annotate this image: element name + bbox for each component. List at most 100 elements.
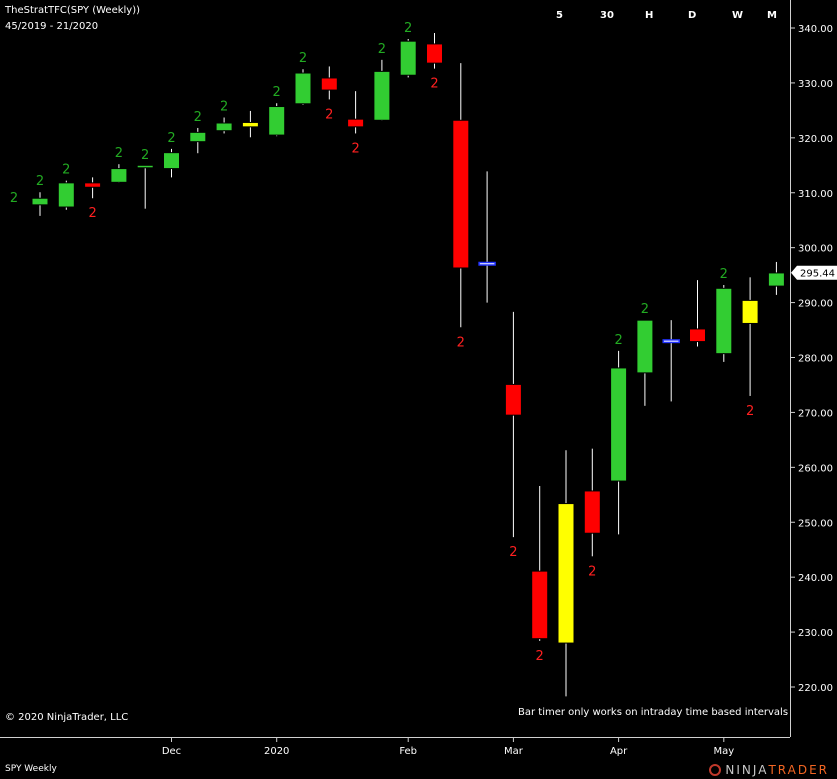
bar-timer-note: Bar timer only works on intraday time ba… — [518, 707, 789, 718]
candle-body — [504, 383, 522, 416]
candle-body — [215, 122, 233, 132]
candle-body — [347, 118, 365, 128]
candle[interactable]: 2 — [426, 32, 443, 92]
strat-label: 2 — [457, 335, 465, 350]
candle-body — [373, 70, 391, 121]
y-tick-label: 290.00 — [798, 299, 833, 310]
y-tick-label: 340.00 — [798, 24, 833, 35]
chart-panel[interactable]: 2 2 2 2 2 2 2 2 2 2 2 2 2 2 2 2 2 2 2 2 2 2 2 2 TheStratTFC(SPY… — [0, 0, 790, 737]
candle[interactable]: 2 — [399, 21, 417, 78]
candle[interactable]: 2 — [583, 448, 601, 580]
candle[interactable]: 2 — [636, 302, 654, 406]
candle-body — [662, 339, 680, 344]
strat-label: 2 — [430, 77, 438, 92]
y-tick-label: 320.00 — [798, 134, 833, 145]
indicator-title: TheStratTFC(SPY (Weekly)) — [5, 5, 141, 16]
candle-body — [636, 319, 654, 374]
candle[interactable]: 2 — [373, 42, 391, 121]
candle-body — [163, 152, 180, 170]
candle[interactable]: 2 — [531, 486, 549, 664]
candle-body — [399, 40, 417, 76]
candle-body — [478, 261, 496, 266]
x-tick-label: May — [713, 746, 734, 757]
candle[interactable]: 2 — [57, 163, 75, 210]
candle[interactable]: 2 — [215, 100, 233, 134]
candle[interactable]: 2 — [504, 311, 522, 560]
candle[interactable] — [478, 171, 496, 303]
ninjatrader-mark-icon — [709, 764, 722, 776]
y-tick-label: 300.00 — [798, 244, 833, 255]
date-range-label: 45/2019 - 21/2020 — [5, 21, 99, 32]
candle[interactable] — [767, 261, 785, 295]
x-tick-label: Apr — [610, 746, 628, 757]
candle-body — [294, 72, 312, 105]
candle[interactable]: 2 — [31, 174, 49, 216]
strat-label: 2 — [10, 191, 18, 206]
timeframe-m: M — [767, 10, 777, 21]
candle[interactable]: 2 — [294, 51, 312, 105]
candle[interactable] — [662, 320, 680, 402]
strat-label: 2 — [720, 267, 728, 282]
x-tick-label: Dec — [162, 746, 181, 757]
candle-body — [57, 182, 75, 208]
candle[interactable] — [241, 110, 259, 138]
strat-label: 2 — [115, 146, 123, 161]
price-chart[interactable]: 2 2 2 2 2 2 2 2 2 2 2 2 2 2 2 2 2 2 2 2 2 2 2 2 — [0, 0, 790, 737]
x-tick-label: Mar — [504, 746, 524, 757]
candle[interactable]: 2 — [610, 333, 628, 535]
time-axis[interactable]: Dec 2020 Feb Mar Apr May — [0, 737, 790, 762]
strat-label: 2 — [220, 100, 228, 115]
candle[interactable]: 2 — [741, 277, 759, 419]
candle-body — [715, 287, 733, 355]
timeframe-labels: 5 30 H D W M — [0, 10, 790, 24]
candle-body — [583, 490, 601, 534]
candle[interactable]: 2 — [84, 177, 102, 221]
ninjatrader-logo: NINJA TRADER — [709, 761, 829, 779]
candle-body — [426, 43, 443, 64]
price-axis-svg: 220.00 230.00 240.00 250.00 260.00 270.00 280.… — [791, 24, 837, 694]
timeframe-d: D — [688, 10, 697, 21]
strat-label: 2 — [536, 649, 544, 664]
strat-label: 2 — [36, 174, 44, 189]
candle[interactable]: 2 — [452, 63, 470, 350]
candle-body — [241, 121, 259, 128]
price-axis[interactable]: 220.00 230.00 240.00 250.00 260.00 270.00 280.… — [790, 0, 837, 737]
candle-body — [557, 503, 575, 644]
candle[interactable]: 2 — [715, 267, 733, 362]
strat-label: 2 — [88, 206, 96, 221]
strat-label: 2 — [588, 564, 596, 579]
candle[interactable] — [689, 280, 706, 347]
y-tick-label: 330.00 — [798, 79, 833, 90]
brand-right: TRADER — [768, 763, 829, 777]
candle[interactable]: 2 — [347, 91, 365, 156]
candle[interactable]: 2 — [163, 131, 180, 178]
candle[interactable]: 2 — [268, 85, 286, 137]
strat-label: 2 — [62, 163, 70, 178]
copyright-label: © 2020 NinjaTrader, LLC — [5, 712, 129, 723]
candle-body — [110, 168, 128, 183]
candle[interactable] — [557, 450, 575, 697]
timeframe-w: W — [732, 10, 744, 21]
candle-body — [268, 106, 286, 136]
timeframe-30: 30 — [600, 10, 614, 21]
brand-left: NINJA — [725, 763, 769, 777]
strat-label: 2 — [404, 21, 412, 36]
candle[interactable]: 2 — [189, 110, 207, 154]
y-tick-label: 310.00 — [798, 189, 833, 200]
strat-label: 2 — [641, 302, 649, 317]
y-tick-label: 240.00 — [798, 573, 833, 584]
candle[interactable]: 2 — [136, 148, 154, 209]
candle[interactable]: 2 — [110, 146, 128, 183]
x-tick-label: 2020 — [264, 746, 289, 757]
timeframe-h: H — [645, 10, 654, 21]
strat-label: 2 — [194, 110, 202, 125]
timeframe-5: 5 — [556, 10, 563, 21]
strat-label: 2 — [167, 131, 175, 146]
y-tick-label: 250.00 — [798, 518, 833, 529]
strat-label: 2 — [141, 148, 149, 163]
strat-label: 2 — [614, 333, 622, 348]
candle[interactable]: 2 — [320, 66, 338, 122]
time-axis-svg: Dec 2020 Feb Mar Apr May — [162, 738, 734, 757]
strat-label: 2 — [273, 85, 281, 100]
